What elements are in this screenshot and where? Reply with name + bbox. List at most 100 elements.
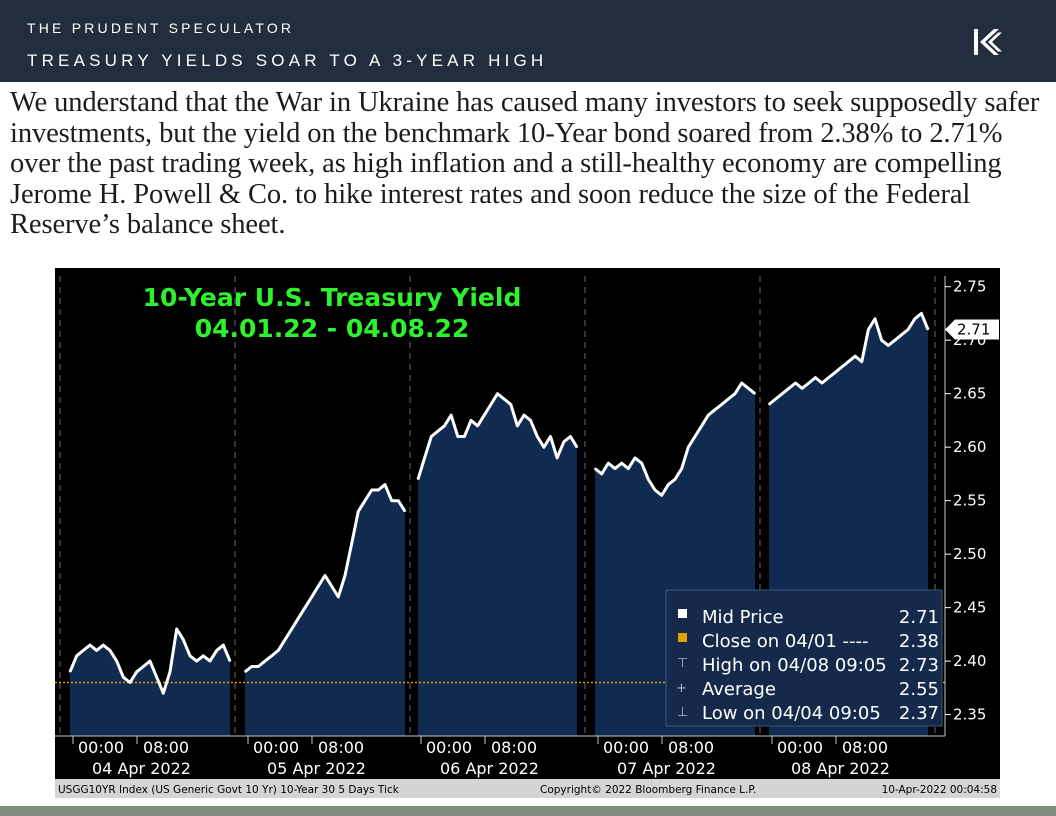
data-point-s2-20	[377, 489, 380, 491]
data-point-s3-7	[463, 435, 466, 438]
data-point-s2-0	[244, 671, 246, 673]
data-point-s5-14	[861, 360, 863, 363]
data-point-s2-15	[344, 574, 346, 577]
data-point-s3-22	[563, 441, 565, 443]
data-point-s4-12	[674, 478, 676, 481]
legend-label-low: Low on 04/04 09:05	[702, 703, 881, 724]
chart-footer-source: USGG10YR Index (US Generic Govt 10 Yr) 1…	[58, 784, 400, 796]
x-tick-date-4: 08 Apr 2022	[791, 759, 890, 778]
chart-subtitle: 04.01.22 - 04.08.22	[195, 314, 470, 343]
data-point-s5-13	[854, 355, 856, 357]
data-point-s5-0	[768, 403, 770, 406]
x-tick-date-2: 06 Apr 2022	[440, 759, 539, 778]
commentary-paragraph: We understand that the War in Ukraine ha…	[10, 87, 1040, 240]
chart-footer-copyright: Copyright© 2022 Bloomberg Finance L.P.	[540, 784, 756, 796]
data-point-s2-4	[270, 655, 273, 657]
y-tick-label-4: 2.55	[953, 492, 986, 510]
header-title: TREASURY YIELDS SOAR TO A 3-YEAR HIGH	[27, 51, 548, 70]
data-point-s4-14	[687, 446, 690, 448]
data-point-s2-5	[277, 649, 280, 652]
data-point-s3-4	[443, 425, 446, 427]
data-point-s4-16	[700, 425, 703, 427]
data-point-s4-2	[607, 462, 610, 464]
data-point-s1-12	[149, 660, 151, 662]
data-point-s5-24	[927, 328, 929, 331]
data-point-s2-21	[384, 483, 386, 486]
last-value-label: 2.71	[957, 321, 990, 339]
x-tick-time-b-3: 08:00	[668, 738, 714, 757]
area-session-1	[70, 629, 230, 736]
data-point-s4-19	[720, 403, 723, 406]
data-point-s5-11	[841, 366, 843, 368]
data-point-s3-19	[543, 446, 545, 448]
chart-legend: ⊤ + ⊥ Mid Price Close on 04/01 ---- High…	[665, 589, 943, 727]
data-point-s1-9	[129, 681, 131, 684]
data-point-s5-19	[894, 339, 896, 341]
data-point-s3-13	[503, 398, 505, 400]
data-point-s3-11	[490, 403, 492, 406]
data-point-s5-4	[794, 382, 797, 384]
data-point-s2-14	[337, 596, 340, 598]
chart-footer-timestamp: 10-Apr-2022 00:04:58	[882, 784, 997, 796]
y-tick-label-0: 2.75	[953, 278, 986, 296]
data-point-s5-23	[920, 312, 923, 315]
data-point-s4-9	[654, 489, 656, 491]
data-point-s1-21	[209, 660, 211, 662]
data-point-s1-22	[215, 649, 218, 652]
data-point-s1-19	[195, 660, 198, 662]
data-point-s3-0	[417, 478, 419, 481]
data-point-s1-3	[89, 644, 91, 646]
data-point-s3-16	[523, 414, 525, 416]
data-point-s1-24	[229, 660, 231, 662]
legend-label-mid-price: Mid Price	[702, 607, 784, 628]
data-point-s4-7	[640, 462, 643, 464]
data-point-s3-10	[483, 414, 486, 416]
x-tick-time-b-4: 08:00	[842, 738, 888, 757]
data-point-s4-11	[667, 483, 670, 486]
data-point-s5-7	[814, 376, 817, 379]
data-point-s2-11	[317, 585, 320, 587]
data-point-s5-8	[821, 382, 823, 384]
data-point-s1-7	[115, 660, 118, 662]
data-point-s1-15	[169, 671, 171, 673]
data-point-s2-22	[390, 499, 393, 502]
data-point-s1-11	[142, 665, 145, 668]
data-point-s4-3	[614, 467, 616, 470]
header-kicker: THE PRUDENT SPECULATOR	[27, 20, 295, 36]
x-tick-time-a-3: 00:00	[603, 738, 649, 757]
data-point-s3-5	[450, 414, 452, 416]
data-point-s5-9	[827, 376, 830, 379]
data-point-s3-24	[576, 446, 578, 448]
data-point-s3-21	[556, 457, 558, 459]
data-point-s5-5	[801, 387, 803, 390]
data-point-s2-8	[297, 617, 300, 620]
data-point-s5-22	[914, 318, 916, 320]
data-point-s5-16	[874, 318, 876, 320]
legend-high-marker-icon: ⊤	[677, 656, 688, 671]
y-tick-label-2: 2.65	[953, 385, 986, 403]
data-point-s1-1	[75, 655, 78, 657]
y-tick-label-3: 2.60	[953, 438, 986, 456]
x-tick-time-a-0: 00:00	[78, 738, 124, 757]
data-point-s2-10	[310, 596, 313, 598]
data-point-s1-20	[202, 655, 205, 657]
data-point-s4-5	[627, 467, 630, 470]
data-point-s4-17	[707, 414, 710, 416]
legend-mid-price-swatch	[678, 609, 687, 618]
data-point-s4-13	[680, 467, 683, 470]
header-banner: THE PRUDENT SPECULATOR TREASURY YIELDS S…	[0, 0, 1056, 82]
legend-label-close: Close on 04/01 ----	[702, 631, 868, 652]
legend-value-high: 2.73	[899, 655, 939, 676]
data-point-s2-18	[364, 499, 366, 502]
data-point-s1-10	[135, 671, 138, 673]
y-tick-label-8: 2.35	[953, 706, 986, 724]
data-point-s4-10	[660, 494, 663, 497]
data-point-s1-14	[162, 692, 165, 694]
data-point-s4-22	[740, 382, 743, 384]
data-point-s1-17	[182, 638, 185, 641]
data-point-s1-8	[122, 676, 125, 678]
legend-value-close: 2.38	[899, 631, 939, 652]
y-axis-ticks: 2.752.702.652.602.552.502.452.402.35	[945, 278, 986, 724]
data-point-s2-24	[404, 510, 406, 513]
data-point-s2-7	[290, 628, 293, 630]
